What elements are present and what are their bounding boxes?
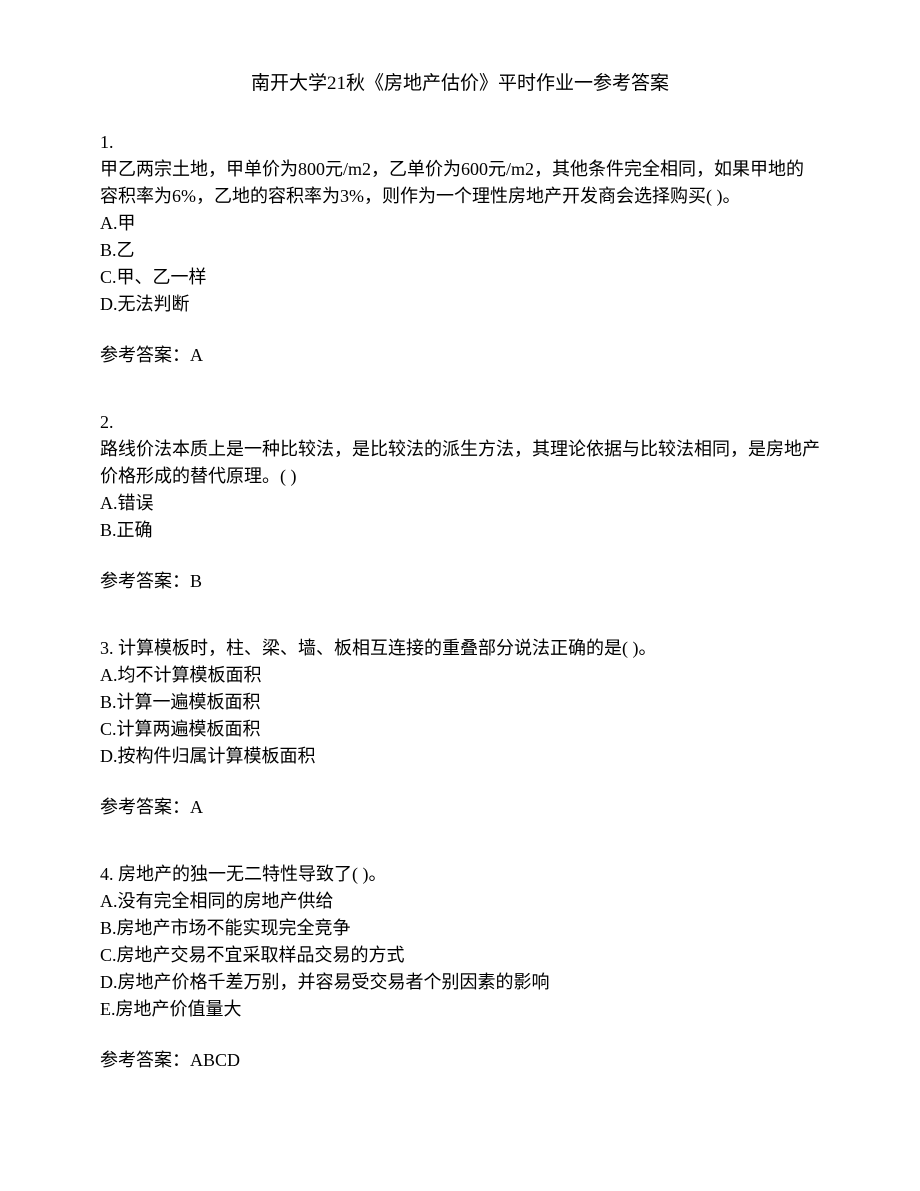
option-b: B.乙 bbox=[100, 237, 820, 264]
question-number: 2. bbox=[100, 409, 820, 436]
option-c: C.计算两遍模板面积 bbox=[100, 716, 820, 743]
answer-label: 参考答案：B bbox=[100, 568, 820, 595]
page-title: 南开大学21秋《房地产估价》平时作业一参考答案 bbox=[100, 70, 820, 99]
question-text: 甲乙两宗土地，甲单价为800元/m2，乙单价为600元/m2，其他条件完全相同，… bbox=[100, 156, 820, 210]
answer-label: 参考答案：A bbox=[100, 794, 820, 821]
question-number: 1. bbox=[100, 129, 820, 156]
option-c: C.甲、乙一样 bbox=[100, 264, 820, 291]
question-2: 2. 路线价法本质上是一种比较法，是比较法的派生方法，其理论依据与比较法相同，是… bbox=[100, 409, 820, 595]
option-a: A.甲 bbox=[100, 210, 820, 237]
question-number: 4. 房地产的独一无二特性导致了( )。 bbox=[100, 861, 820, 888]
option-e: E.房地产价值量大 bbox=[100, 996, 820, 1023]
option-c: C.房地产交易不宜采取样品交易的方式 bbox=[100, 942, 820, 969]
answer-label: 参考答案：ABCD bbox=[100, 1047, 820, 1074]
question-1: 1. 甲乙两宗土地，甲单价为800元/m2，乙单价为600元/m2，其他条件完全… bbox=[100, 129, 820, 369]
option-a: A.没有完全相同的房地产供给 bbox=[100, 888, 820, 915]
option-a: A.错误 bbox=[100, 490, 820, 517]
option-d: D.房地产价格千差万别，并容易受交易者个别因素的影响 bbox=[100, 969, 820, 996]
option-b: B.计算一遍模板面积 bbox=[100, 689, 820, 716]
option-b: B.正确 bbox=[100, 517, 820, 544]
question-text: 路线价法本质上是一种比较法，是比较法的派生方法，其理论依据与比较法相同，是房地产… bbox=[100, 436, 820, 490]
option-a: A.均不计算模板面积 bbox=[100, 662, 820, 689]
question-4: 4. 房地产的独一无二特性导致了( )。 A.没有完全相同的房地产供给 B.房地… bbox=[100, 861, 820, 1074]
question-3: 3. 计算模板时，柱、梁、墙、板相互连接的重叠部分说法正确的是( )。 A.均不… bbox=[100, 635, 820, 821]
option-d: D.无法判断 bbox=[100, 291, 820, 318]
question-number: 3. 计算模板时，柱、梁、墙、板相互连接的重叠部分说法正确的是( )。 bbox=[100, 635, 820, 662]
answer-label: 参考答案：A bbox=[100, 342, 820, 369]
option-b: B.房地产市场不能实现完全竞争 bbox=[100, 915, 820, 942]
option-d: D.按构件归属计算模板面积 bbox=[100, 743, 820, 770]
